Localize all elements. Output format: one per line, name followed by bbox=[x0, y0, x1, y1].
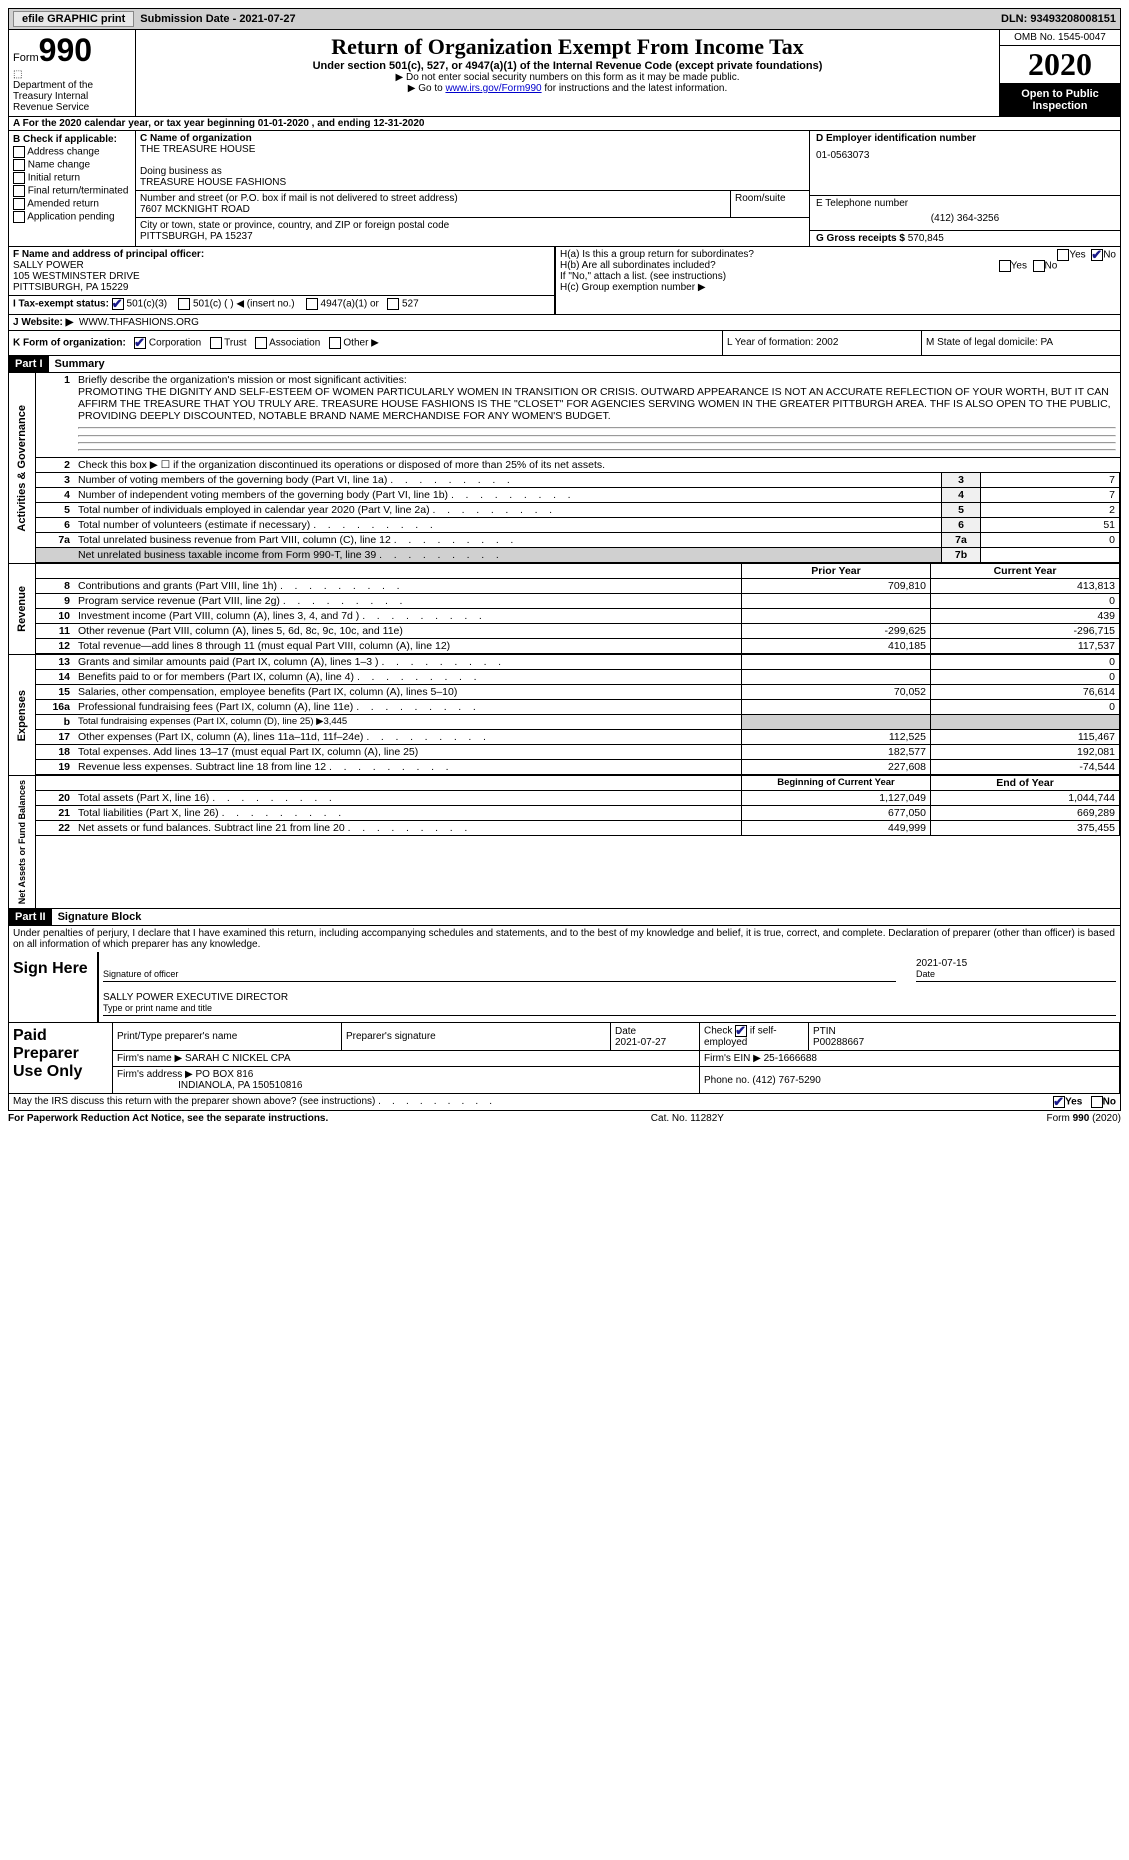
expenses-label: Expenses bbox=[14, 686, 30, 745]
officer-group-row: F Name and address of principal officer:… bbox=[8, 247, 1121, 315]
part-2-header: Part IISignature Block bbox=[8, 909, 1121, 926]
gross-receipts: 570,845 bbox=[908, 233, 944, 244]
col-c-org-info: C Name of organization THE TREASURE HOUS… bbox=[136, 131, 809, 246]
submission-date: Submission Date - 2021-07-27 bbox=[140, 13, 295, 25]
dept-treasury: Department of the Treasury Internal Reve… bbox=[13, 80, 131, 113]
irs-link[interactable]: www.irs.gov/Form990 bbox=[445, 83, 541, 94]
net-assets-label: Net Assets or Fund Balances bbox=[15, 776, 29, 908]
street-address: 7607 MCKNIGHT ROAD bbox=[140, 204, 726, 215]
paid-preparer-label: Paid Preparer Use Only bbox=[9, 1023, 112, 1093]
preparer-phone: (412) 767-5290 bbox=[752, 1075, 820, 1086]
form-label: Form bbox=[13, 52, 39, 64]
mission-text: PROMOTING THE DIGNITY AND SELF-ESTEEM OF… bbox=[78, 386, 1111, 422]
identity-grid: B Check if applicable: Address change Na… bbox=[8, 131, 1121, 247]
state-domicile: M State of legal domicile: PA bbox=[921, 331, 1120, 355]
cat-no: Cat. No. 11282Y bbox=[328, 1113, 1046, 1124]
ptin: P00288667 bbox=[813, 1037, 864, 1048]
form-of-org-row: K Form of organization: Corporation Trus… bbox=[8, 331, 1121, 356]
open-inspection: Open to Public Inspection bbox=[1000, 84, 1120, 116]
omb-number: OMB No. 1545-0047 bbox=[1000, 30, 1120, 46]
row-a-tax-year: A For the 2020 calendar year, or tax yea… bbox=[8, 117, 1121, 131]
firm-ein: 25-1666688 bbox=[764, 1053, 817, 1064]
top-bar: efile GRAPHIC print Submission Date - 20… bbox=[8, 8, 1121, 30]
org-name: THE TREASURE HOUSE bbox=[140, 144, 805, 155]
year-formation: L Year of formation: 2002 bbox=[722, 331, 921, 355]
form-title: Return of Organization Exempt From Incom… bbox=[140, 34, 995, 60]
ein: 01-0563073 bbox=[816, 144, 1114, 167]
form-note-1: ▶ Do not enter social security numbers o… bbox=[140, 72, 995, 83]
phone: (412) 364-3256 bbox=[816, 209, 1114, 228]
room-suite: Room/suite bbox=[730, 191, 809, 217]
form-subtitle: Under section 501(c), 527, or 4947(a)(1)… bbox=[140, 60, 995, 72]
firm-name: SARAH C NICKEL CPA bbox=[185, 1053, 291, 1064]
form-number: 990 bbox=[39, 32, 92, 68]
expenses-section: Expenses 13Grants and similar amounts pa… bbox=[8, 655, 1121, 776]
activities-label: Activities & Governance bbox=[14, 401, 30, 536]
activities-section: Activities & Governance 1 Briefly descri… bbox=[8, 373, 1121, 564]
tax-year: 2020 bbox=[1000, 46, 1120, 84]
col-b-checkboxes: B Check if applicable: Address change Na… bbox=[9, 131, 136, 246]
dba-name: TREASURE HOUSE FASHIONS bbox=[140, 177, 805, 188]
footer: For Paperwork Reduction Act Notice, see … bbox=[8, 1111, 1121, 1126]
form-header: Form990 ⬚ Department of the Treasury Int… bbox=[8, 30, 1121, 117]
paperwork-notice: For Paperwork Reduction Act Notice, see … bbox=[8, 1113, 328, 1124]
col-d-numbers: D Employer identification number 01-0563… bbox=[809, 131, 1120, 246]
net-assets-section: Net Assets or Fund Balances Beginning of… bbox=[8, 776, 1121, 909]
perjury-declaration: Under penalties of perjury, I declare th… bbox=[9, 926, 1120, 952]
form-footer: Form 990 (2020) bbox=[1047, 1113, 1121, 1124]
dln: DLN: 93493208008151 bbox=[1001, 13, 1116, 25]
website-row: J Website: ▶ WWW.THFASHIONS.ORG bbox=[8, 315, 1121, 331]
paid-preparer-block: Paid Preparer Use Only Print/Type prepar… bbox=[8, 1023, 1121, 1094]
discuss-row: May the IRS discuss this return with the… bbox=[8, 1094, 1121, 1111]
revenue-label: Revenue bbox=[14, 582, 30, 636]
part-1-header: Part ISummary bbox=[8, 356, 1121, 373]
website: WWW.THFASHIONS.ORG bbox=[79, 317, 199, 328]
form-note-2: ▶ Go to www.irs.gov/Form990 for instruct… bbox=[140, 83, 995, 94]
city-state-zip: PITTSBURGH, PA 15237 bbox=[140, 231, 805, 242]
signature-block: Under penalties of perjury, I declare th… bbox=[8, 926, 1121, 1023]
revenue-section: Revenue Prior YearCurrent Year 8Contribu… bbox=[8, 564, 1121, 655]
officer-name: SALLY POWER bbox=[13, 260, 550, 271]
officer-name-title: SALLY POWER EXECUTIVE DIRECTOR bbox=[103, 992, 288, 1003]
efile-print-button[interactable]: efile GRAPHIC print bbox=[13, 11, 134, 27]
sign-here-label: Sign Here bbox=[9, 952, 97, 1022]
